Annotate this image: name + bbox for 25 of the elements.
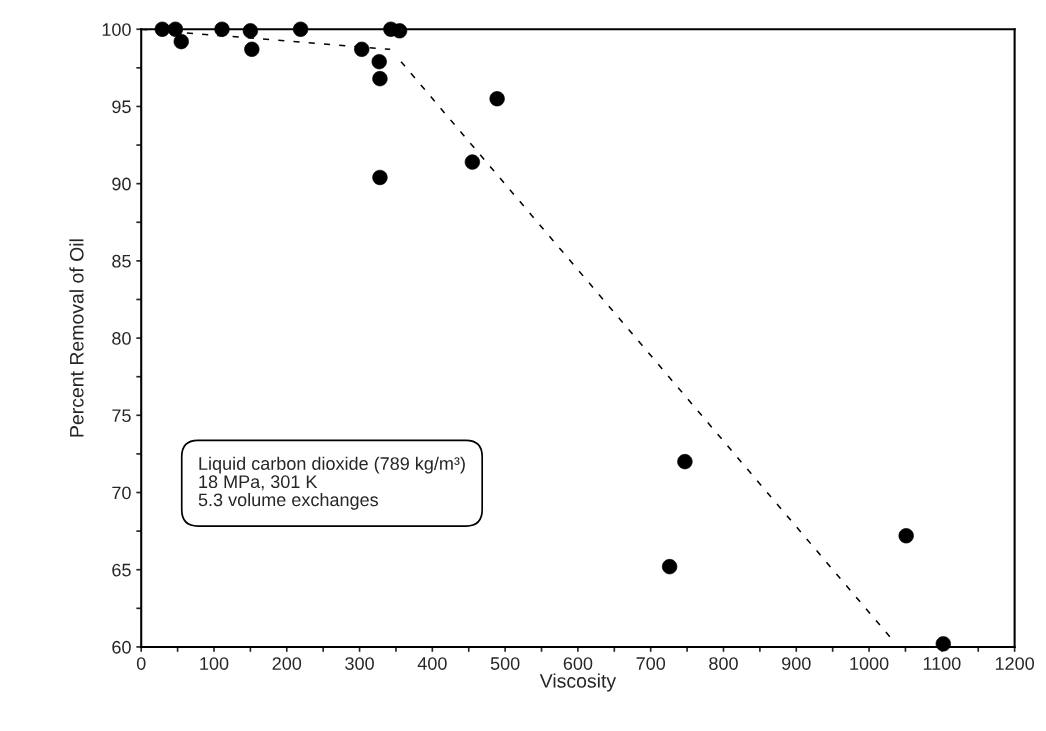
x-tick-label: 1000	[850, 657, 889, 670]
x-tick-label: 100	[200, 657, 229, 670]
y-tick-label: 75	[112, 409, 131, 423]
y-tick-label: 100	[102, 23, 131, 36]
y-tick-label: 90	[112, 177, 131, 191]
y-tick-label: 65	[112, 563, 131, 577]
x-tick-label: 800	[709, 657, 738, 670]
x-tick-label: 700	[636, 657, 666, 670]
x-tick-label: 400	[417, 657, 447, 670]
x-axis-title: Viscosity	[539, 673, 617, 692]
y-tick-label: 60	[112, 640, 131, 654]
y-tick-label: 85	[112, 254, 131, 268]
y-tick-label: 95	[112, 100, 131, 114]
x-tick-label: 1100	[923, 657, 961, 670]
x-tick-label: 500	[490, 657, 520, 670]
y-tick-label: 70	[112, 486, 131, 500]
x-tick-label: 300	[345, 657, 374, 670]
x-tick-label: 1200	[995, 657, 1034, 670]
y-axis-title: Percent Removal of Oil	[69, 239, 84, 437]
annotation: Liquid carbon dioxide (789 kg/m³) 18 MPa, 301 K 5.3 volume exchanges	[198, 456, 465, 510]
x-tick-label: 200	[272, 657, 302, 670]
x-tick-label: 900	[782, 657, 811, 670]
x-tick-label: 600	[563, 657, 593, 670]
x-tick-label: 0	[136, 657, 146, 670]
y-tick-label: 80	[112, 332, 131, 345]
